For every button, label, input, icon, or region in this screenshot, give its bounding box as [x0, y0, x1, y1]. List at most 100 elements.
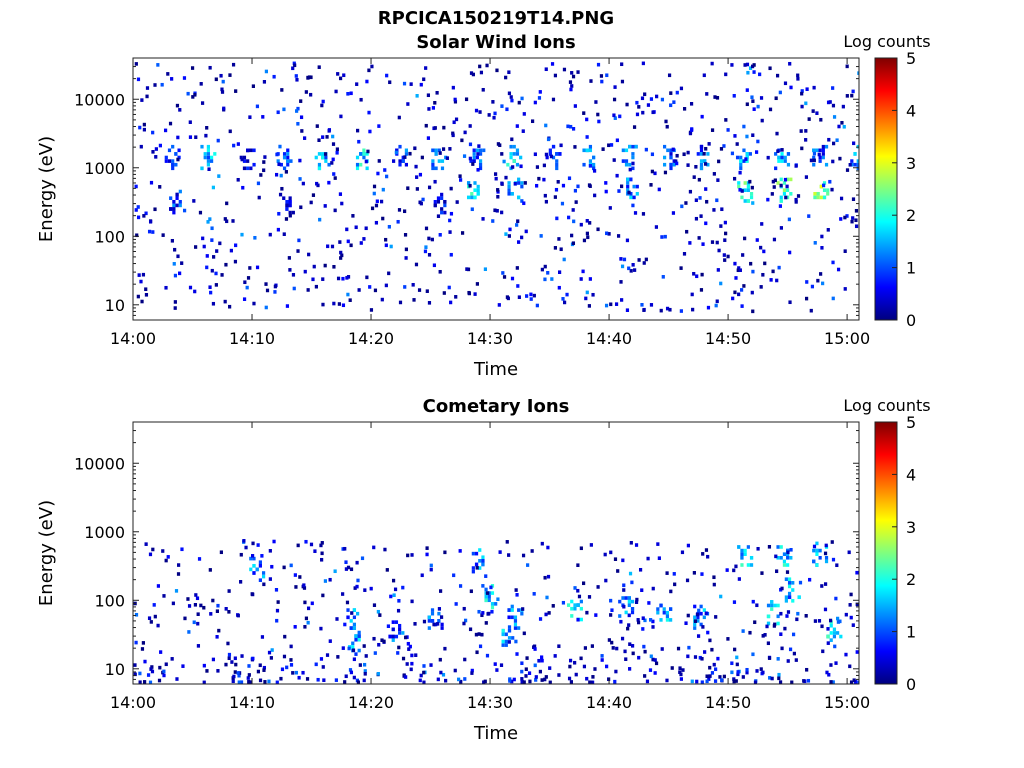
heatmap-cell [449, 211, 454, 216]
heatmap-cell [824, 144, 829, 149]
heatmap-cell [850, 159, 854, 163]
heatmap-cell [532, 592, 536, 596]
heatmap-cell [643, 674, 647, 678]
heatmap-cell [579, 656, 583, 661]
heatmap-cell [704, 187, 708, 191]
heatmap-cell [772, 237, 777, 242]
heatmap-cell [340, 201, 344, 206]
heatmap-cell [438, 657, 442, 662]
heatmap-cell [459, 178, 463, 182]
heatmap-cell [507, 615, 511, 620]
heatmap-cell [576, 603, 580, 607]
heatmap-cell [177, 155, 181, 160]
heatmap-cell [821, 152, 825, 156]
heatmap-cell [631, 161, 635, 166]
heatmap-cell [280, 667, 285, 672]
heatmap-cell [211, 301, 216, 306]
heatmap-cell [693, 622, 697, 627]
heatmap-cell [148, 552, 153, 557]
heatmap-cell [334, 678, 338, 682]
heatmap-cell [303, 269, 307, 274]
heatmap-cell [134, 640, 138, 645]
heatmap-cell [760, 222, 764, 226]
heatmap-cell [415, 187, 419, 191]
heatmap-cell [313, 549, 317, 553]
heatmap-cell [755, 238, 759, 242]
heatmap-cell [414, 653, 418, 657]
heatmap-cell [666, 148, 670, 153]
heatmap-cell [718, 675, 722, 679]
heatmap-cell [669, 618, 673, 622]
heatmap-cell [637, 258, 641, 262]
heatmap-cell [321, 152, 325, 156]
heatmap-cell [561, 600, 566, 605]
heatmap-cell [712, 208, 716, 212]
heatmap-cell [346, 615, 350, 620]
heatmap-cell [737, 266, 741, 270]
heatmap-cell [559, 247, 563, 252]
heatmap-cell [707, 677, 711, 681]
heatmap-cell [662, 155, 667, 160]
heatmap-cell [613, 557, 618, 561]
heatmap-cell [704, 548, 709, 552]
heatmap-cell [167, 159, 172, 163]
heatmap-cell [546, 545, 550, 550]
heatmap-cell [704, 146, 708, 151]
heatmap-cell [377, 642, 381, 647]
heatmap-cell [217, 628, 221, 633]
heatmap-cell [567, 176, 572, 181]
heatmap-cell [224, 262, 228, 267]
heatmap-cell [317, 138, 321, 143]
heatmap-cell [665, 124, 669, 129]
heatmap-cell [404, 247, 408, 252]
heatmap-cell [776, 149, 780, 153]
x-ticks: 14:00 14:10 14:20 14:30 14:40 14:50 15:00 [110, 422, 870, 712]
heatmap-cell [229, 248, 233, 253]
heatmap-cell [195, 596, 200, 601]
heatmap-cell [355, 166, 360, 171]
heatmap-cell [829, 663, 833, 667]
heatmap-cell [410, 653, 414, 658]
heatmap-cell [815, 563, 819, 567]
heatmap-cell [621, 558, 625, 563]
heatmap-cell [766, 641, 770, 646]
heatmap-cell [665, 618, 670, 622]
heatmap-cell [247, 664, 251, 668]
heatmap-cell [270, 648, 274, 652]
colorbar-tick-label: 2 [906, 206, 916, 225]
heatmap-cell [852, 678, 856, 683]
heatmap-cell [359, 97, 363, 102]
heatmap-cell [642, 261, 646, 265]
heatmap-cell [824, 559, 829, 564]
heatmap-cell [771, 269, 775, 274]
heatmap-cell [234, 243, 238, 248]
heatmap-cell [458, 174, 462, 178]
heatmap-cell [500, 152, 504, 156]
heatmap-cell [777, 159, 781, 163]
heatmap-cell [765, 624, 769, 629]
heatmap-cell [812, 158, 816, 163]
heatmap-cell [134, 208, 138, 212]
heatmap-cell [369, 586, 373, 591]
heatmap-cell [504, 632, 508, 637]
heatmap-cell [766, 197, 770, 202]
heatmap-cell [440, 159, 445, 163]
heatmap-cell [336, 276, 341, 281]
heatmap-cell [792, 651, 796, 656]
heatmap-cell [812, 162, 816, 167]
heatmap-cell [610, 640, 614, 645]
heatmap-cell [346, 239, 350, 244]
heatmap-cell [198, 210, 203, 215]
heatmap-cell [690, 292, 694, 297]
heatmap-cell [630, 607, 635, 611]
heatmap-cell [570, 599, 574, 604]
heatmap-cell [440, 210, 444, 215]
heatmap-cell [427, 107, 431, 111]
heatmap-cell [560, 201, 565, 206]
heatmap-cell [507, 628, 512, 633]
heatmap-cell [346, 275, 351, 279]
heatmap-cell [451, 133, 455, 138]
heatmap-cell [555, 152, 559, 156]
